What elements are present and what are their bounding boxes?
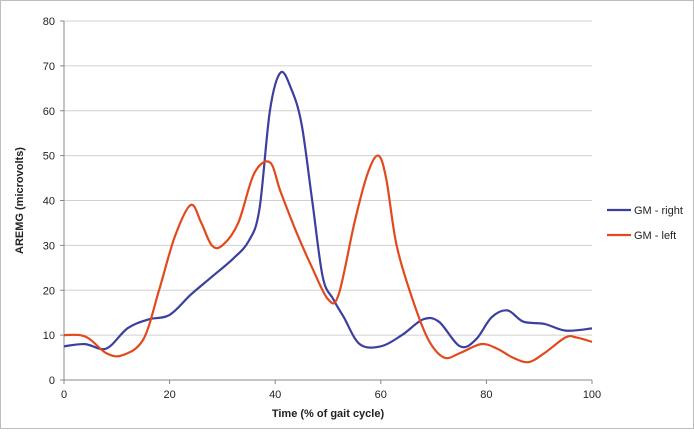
y-axis-title: AREMG (microvolts) [14,147,26,254]
y-tick-label: 0 [49,375,55,387]
gridlines [64,20,592,336]
y-tick-label: 20 [43,285,55,297]
series-lines [63,70,593,364]
y-tick-label: 10 [43,330,55,342]
y-tick-label: 80 [43,16,55,28]
x-tick-label: 100 [583,389,601,401]
x-tick-label: 0 [61,389,67,401]
y-tick-label: 50 [43,151,55,163]
legend-label-gm-right: GM - right [634,205,683,217]
tick-labels: 0 10 20 30 40 50 60 70 80 0 20 40 60 80 100 [43,16,601,401]
y-tick-label: 40 [43,196,55,208]
x-tick-label: 60 [375,389,387,401]
x-tick-label: 20 [163,389,175,401]
y-tick-label: 60 [43,106,55,118]
legend-label-gm-left: GM - left [634,230,676,242]
x-tick-label: 40 [269,389,281,401]
x-tick-label: 80 [480,389,492,401]
y-tick-label: 30 [43,240,55,252]
axes [60,20,593,384]
series-line-gm-left [63,154,593,364]
x-axis-title: Time (% of gait cycle) [272,408,385,420]
legend: GM - right GM - left [607,205,683,242]
series-line-gm-right [63,70,593,351]
y-tick-label: 70 [43,61,55,73]
